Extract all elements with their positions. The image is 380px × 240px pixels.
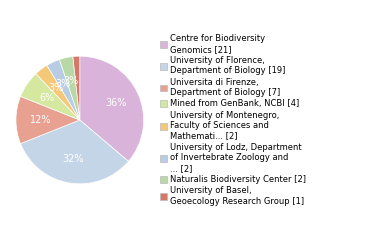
Wedge shape bbox=[16, 96, 80, 144]
Text: 12%: 12% bbox=[30, 115, 51, 125]
Text: 32%: 32% bbox=[63, 154, 84, 164]
Text: 3%: 3% bbox=[55, 79, 71, 89]
Text: 6%: 6% bbox=[40, 93, 55, 103]
Wedge shape bbox=[21, 120, 128, 184]
Wedge shape bbox=[73, 56, 80, 120]
Wedge shape bbox=[21, 74, 80, 120]
Text: 3%: 3% bbox=[64, 76, 79, 86]
Legend: Centre for Biodiversity
Genomics [21], University of Florence,
Department of Bio: Centre for Biodiversity Genomics [21], U… bbox=[160, 34, 306, 206]
Wedge shape bbox=[47, 60, 80, 120]
Text: 3%: 3% bbox=[48, 84, 63, 94]
Wedge shape bbox=[80, 56, 144, 161]
Wedge shape bbox=[36, 65, 80, 120]
Text: 36%: 36% bbox=[105, 98, 127, 108]
Wedge shape bbox=[59, 57, 80, 120]
